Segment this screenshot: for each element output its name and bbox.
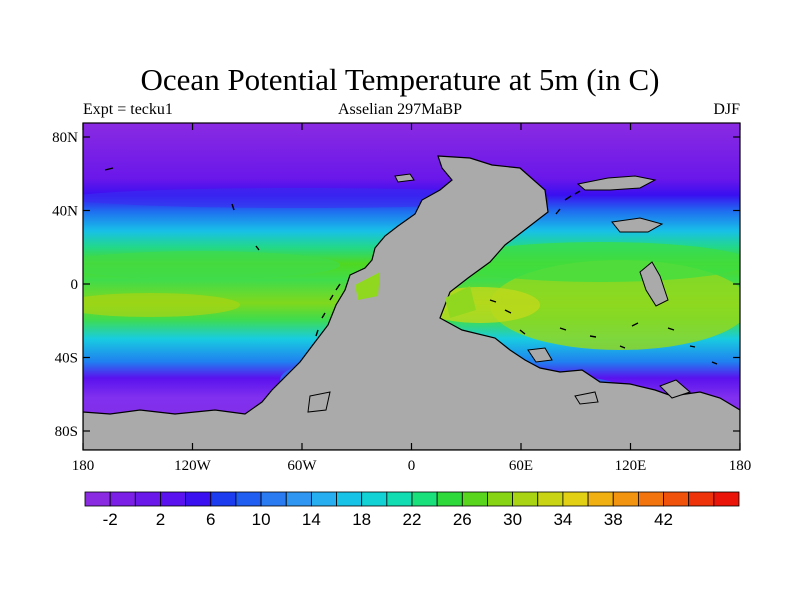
colorbar-label: 30 [503,510,522,529]
colorbar-swatch [235,491,262,507]
experiment-label: Expt = tecku1 [83,101,173,118]
axis-ticks: 80N 40N 0 40S 80S 180 120W 60W 0 60E 120E 180 [52,123,751,474]
island [307,391,331,413]
colorbar-label: 10 [252,510,271,529]
colorbar-swatch [688,491,715,507]
y-tick-label: 40N [52,204,78,220]
colorbar-swatch [512,491,539,507]
colorbar-swatch [663,491,690,507]
island [576,175,657,191]
map-title: Ocean Potential Temperature at 5m (in C) [140,62,660,97]
colorbar-swatch [587,491,614,507]
colorbar-label: -2 [103,510,118,529]
y-tick-label: 0 [71,277,79,293]
colorbar-label: 22 [403,510,422,529]
colorbar-swatch [562,491,589,507]
colorbar-label: 2 [156,510,165,529]
colorbar-swatch [461,491,488,507]
y-tick-label: 80S [55,424,78,440]
colorbar-swatch [713,491,740,507]
x-tick-label: 180 [72,458,95,474]
colorbar-label: 14 [302,510,321,529]
colorbar-swatch [336,491,363,507]
tethys-warm-pool [490,260,740,350]
colorbar-swatch [537,491,564,507]
x-tick-label: 120W [174,458,212,474]
colorbar-swatch [109,491,136,507]
colorbar-swatch [361,491,388,507]
colorbar-swatch [134,491,161,507]
island [659,379,691,399]
colorbar-swatch [310,491,337,507]
island-arc-dashes [104,167,718,365]
colorbar-swatch [487,491,514,507]
tethys-green-band [450,242,740,282]
colorbar-swatch [637,491,664,507]
colorbar: -2 2 6 10 14 18 22 26 30 34 38 42 [84,491,740,529]
coastal-warm-pocket [355,272,380,300]
colorbar-label: 42 [654,510,673,529]
northern-blue-band [83,188,530,208]
colorbar-label: 26 [453,510,472,529]
y-tick-label: 80N [52,130,78,146]
colorbar-label: 38 [604,510,623,529]
colorbar-swatch [612,491,639,507]
tethys-coast-pocket [355,272,476,318]
colorbar-swatch [210,491,237,507]
colorbar-swatch [160,491,187,507]
island-arc [489,299,626,349]
x-tick-label: 0 [408,458,416,474]
colorbar-swatch [436,491,463,507]
period-label: Asselian 297MaBP [338,101,462,118]
colorbar-label: 34 [553,510,572,529]
island-arc [555,190,581,215]
colorbar-swatch [185,491,212,507]
colorbar-label: 18 [352,510,371,529]
island [574,391,599,405]
x-tick-label: 120E [615,458,647,474]
colorbar-swatch [84,491,111,507]
colorbar-swatch [260,491,287,507]
x-tick-label: 60W [287,458,317,474]
panthalassa-green-band [83,251,340,279]
coastal-warm-pocket [445,286,476,318]
colorbar-swatch [285,491,312,507]
pangaea-landmass [83,155,740,450]
island-arc [104,167,260,251]
island [527,347,553,363]
colorbar-swatch [411,491,438,507]
island [394,173,415,183]
island [639,261,669,307]
x-tick-label: 60E [509,458,533,474]
season-label: DJF [713,101,740,118]
colorbar-swatch [386,491,413,507]
x-tick-label: 180 [729,458,752,474]
island-arc [315,283,341,337]
y-tick-label: 40S [55,351,78,367]
panthalassa-warm-band [83,293,240,317]
island-arc [631,322,718,365]
island [611,217,664,233]
colorbar-label: 6 [206,510,215,529]
